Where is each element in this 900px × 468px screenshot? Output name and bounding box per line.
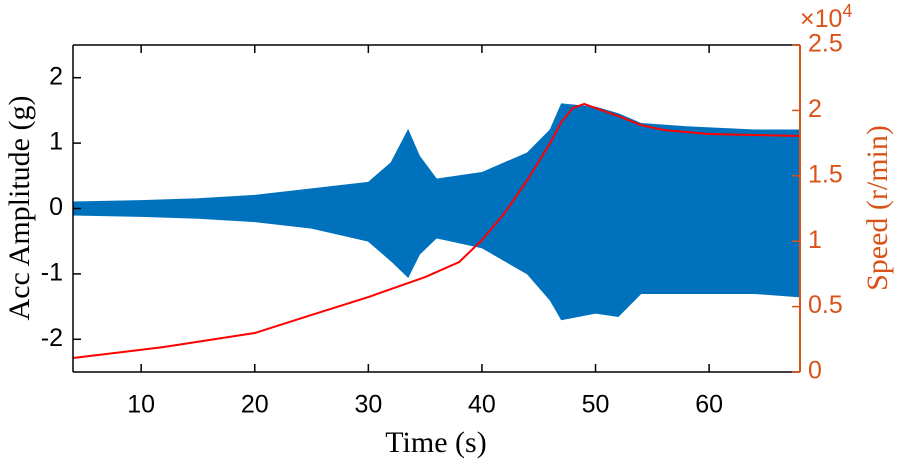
y-tick-label: -1 [41,259,63,287]
y2-tick-label: 1 [808,226,822,254]
y2-tick-label: 1.5 [808,160,843,188]
multiplier-base: ×10 [800,5,842,33]
y2-tick-label: 0 [808,357,822,385]
x-tick-label: 40 [468,391,496,419]
y-tick-label: 2 [49,62,63,90]
multiplier-power: 4 [842,1,852,21]
x-tick-label: 60 [695,391,723,419]
y2-multiplier: ×104 [800,1,852,33]
y2-tick-label: 2 [808,95,822,123]
y2-tick-label: 0.5 [808,291,843,319]
y-tick-label: 0 [49,193,63,221]
y2-axis-label: Speed (r/min) [861,125,894,291]
speed-line [72,102,801,359]
x-axis-label: Time (s) [385,426,486,459]
y-tick-label: -2 [41,324,63,352]
x-tick-label: 10 [127,391,155,419]
x-tick-label: 30 [354,391,382,419]
x-tick-label: 50 [582,391,610,419]
signal-band [72,103,801,321]
y-axis-label: Acc Amplitude (g) [3,96,36,321]
y-tick-label: 1 [49,128,63,156]
y2-tick-label: 2.5 [808,30,843,58]
x-tick-label: 20 [241,391,269,419]
